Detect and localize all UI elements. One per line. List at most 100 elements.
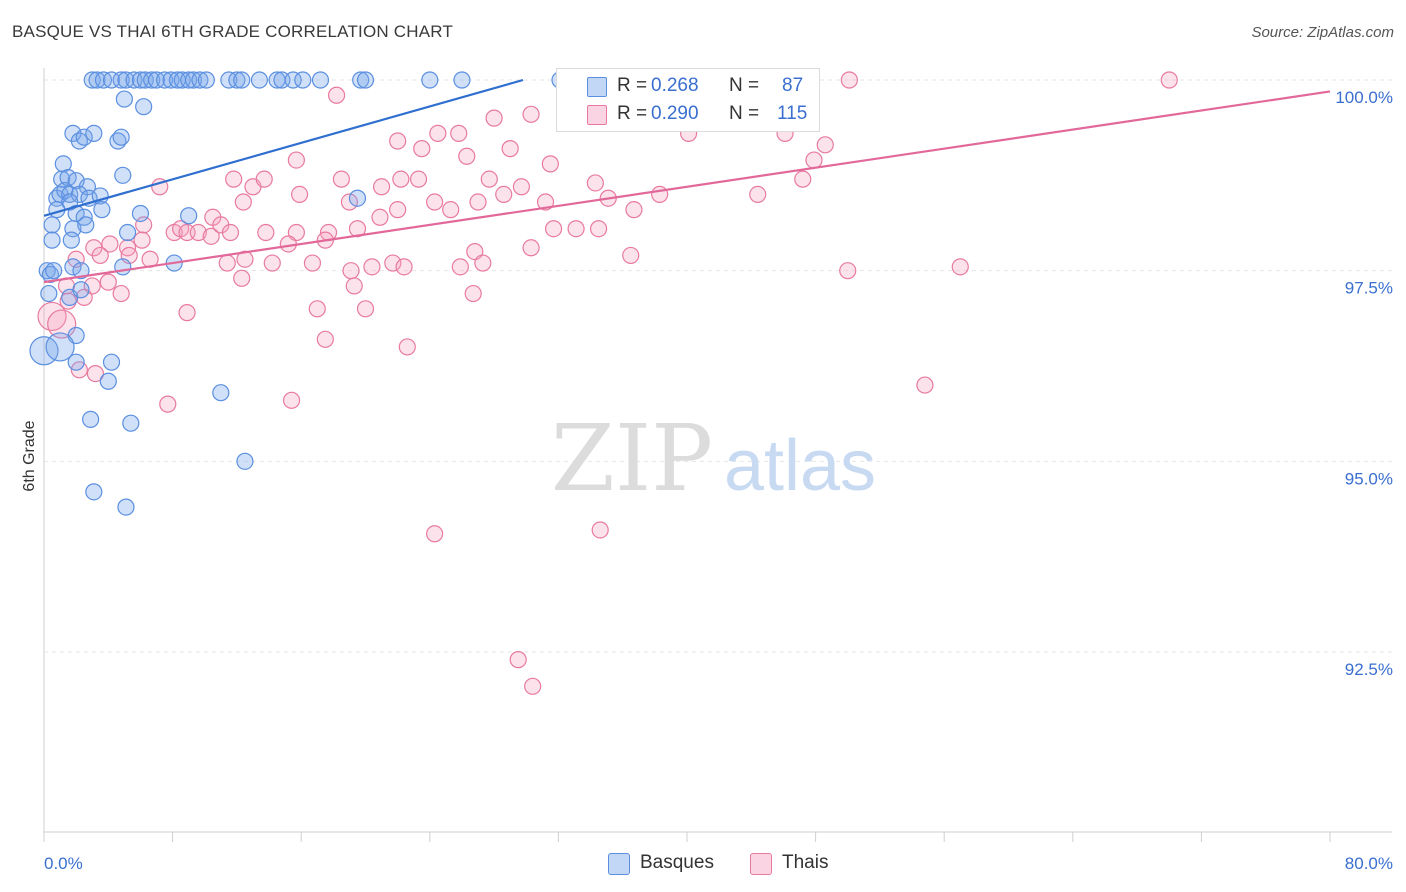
- basques-point: [40, 284, 58, 303]
- basques-point: [453, 71, 471, 89]
- thais-point: [332, 170, 350, 188]
- thais-point: [233, 269, 251, 287]
- thais-point: [567, 220, 585, 238]
- x-tick-label: 80.0%: [1345, 854, 1393, 873]
- thais-point: [287, 151, 305, 169]
- basques-point: [99, 372, 117, 390]
- thais-point: [501, 140, 519, 158]
- basques-point: [75, 128, 93, 146]
- thais-point: [536, 193, 555, 211]
- thais-point: [37, 301, 67, 332]
- basques-point: [184, 71, 203, 89]
- thais-trendline: [43, 90, 1331, 284]
- basques-point: [228, 71, 246, 89]
- watermark-zip: ZIP: [551, 405, 713, 512]
- thais-point: [426, 193, 444, 211]
- thais-point: [794, 170, 812, 188]
- legend-r-value: 0.290: [651, 103, 699, 124]
- thais-point: [485, 109, 503, 127]
- basques-point: [67, 353, 85, 371]
- thais-point: [464, 284, 482, 303]
- chart-source: Source: ZipAtlas.com: [1251, 24, 1394, 41]
- y-axis-label: 6th Grade: [21, 420, 38, 491]
- basques-point: [250, 71, 269, 89]
- thais-point: [340, 193, 359, 211]
- thais-point: [316, 330, 334, 348]
- thais-point: [591, 521, 609, 539]
- legend-n-value: 115: [777, 103, 808, 124]
- basques-point: [77, 216, 95, 234]
- thais-point: [327, 86, 346, 104]
- thais-legend-label: Thais: [782, 852, 829, 873]
- thais-point: [458, 147, 476, 165]
- thais-point: [178, 304, 196, 322]
- basques-point: [155, 71, 174, 89]
- basques-point: [72, 281, 90, 299]
- thais-point: [839, 262, 857, 280]
- basques-point: [45, 332, 75, 362]
- thais-point: [112, 284, 130, 303]
- thais-point: [47, 309, 77, 339]
- thais-point: [342, 262, 360, 280]
- thais-point: [303, 254, 322, 272]
- thais-point: [392, 170, 410, 188]
- basques-point: [131, 204, 150, 223]
- thais-point: [469, 193, 487, 211]
- trendlines: [43, 78, 1331, 284]
- x-tick-label: 0.0%: [44, 854, 83, 873]
- basques-point: [85, 124, 103, 142]
- basques-point: [115, 90, 133, 108]
- thais-legend-swatch: [750, 853, 772, 875]
- basques-point: [114, 258, 132, 276]
- thais-point: [218, 254, 236, 272]
- basques-point: [212, 384, 230, 402]
- thais-point: [225, 170, 243, 188]
- legend-r-label: R =: [617, 103, 648, 124]
- basques-point: [118, 223, 137, 242]
- thais-point: [749, 185, 767, 203]
- basques-point: [88, 71, 106, 89]
- thais-point: [816, 136, 834, 154]
- thais-point: [522, 105, 540, 123]
- basques-point: [294, 71, 312, 89]
- thais-point: [409, 170, 428, 188]
- legend-n-value: 87: [782, 75, 804, 96]
- thais-point: [202, 227, 220, 245]
- thais-point: [429, 124, 447, 142]
- thais-point: [522, 239, 540, 257]
- thais-point: [544, 220, 563, 238]
- watermark-atlas: atlas: [724, 426, 876, 506]
- thais-point: [474, 254, 492, 272]
- legend-n-label: N =: [729, 75, 760, 96]
- thais-point: [495, 185, 513, 203]
- basques-point: [122, 414, 140, 432]
- basques-legend-swatch: [608, 853, 630, 875]
- correlation-legend: R = 0.268 N = 87 R = 0.290 N = 115: [556, 68, 820, 132]
- thais-point: [91, 246, 109, 265]
- basques-point: [191, 71, 209, 89]
- basques-point: [72, 262, 90, 280]
- thais-point: [372, 178, 391, 196]
- axes: [43, 68, 1392, 842]
- thais-point: [840, 71, 858, 89]
- thais-point: [101, 235, 119, 253]
- tick-labels: 100.0% 97.5% 95.0% 92.5% 0.0% 80.0%: [44, 88, 1393, 873]
- basques-point: [62, 231, 80, 249]
- basques-point: [352, 71, 370, 89]
- thais-point: [541, 155, 559, 173]
- thais-point: [133, 231, 151, 249]
- basques-point: [135, 98, 153, 116]
- thais-point: [450, 124, 468, 142]
- thais-point: [221, 223, 240, 242]
- thais-point: [290, 185, 309, 203]
- thais-point: [263, 254, 281, 272]
- thais-point: [451, 258, 469, 276]
- thais-swatch: [587, 105, 607, 125]
- legend-n-label: N =: [729, 103, 760, 124]
- legend-r-value: 0.268: [651, 75, 699, 96]
- y-tick-label: 95.0%: [1345, 469, 1393, 488]
- basques-point: [82, 410, 100, 428]
- gridlines: [44, 79, 1392, 653]
- thais-point: [524, 677, 542, 695]
